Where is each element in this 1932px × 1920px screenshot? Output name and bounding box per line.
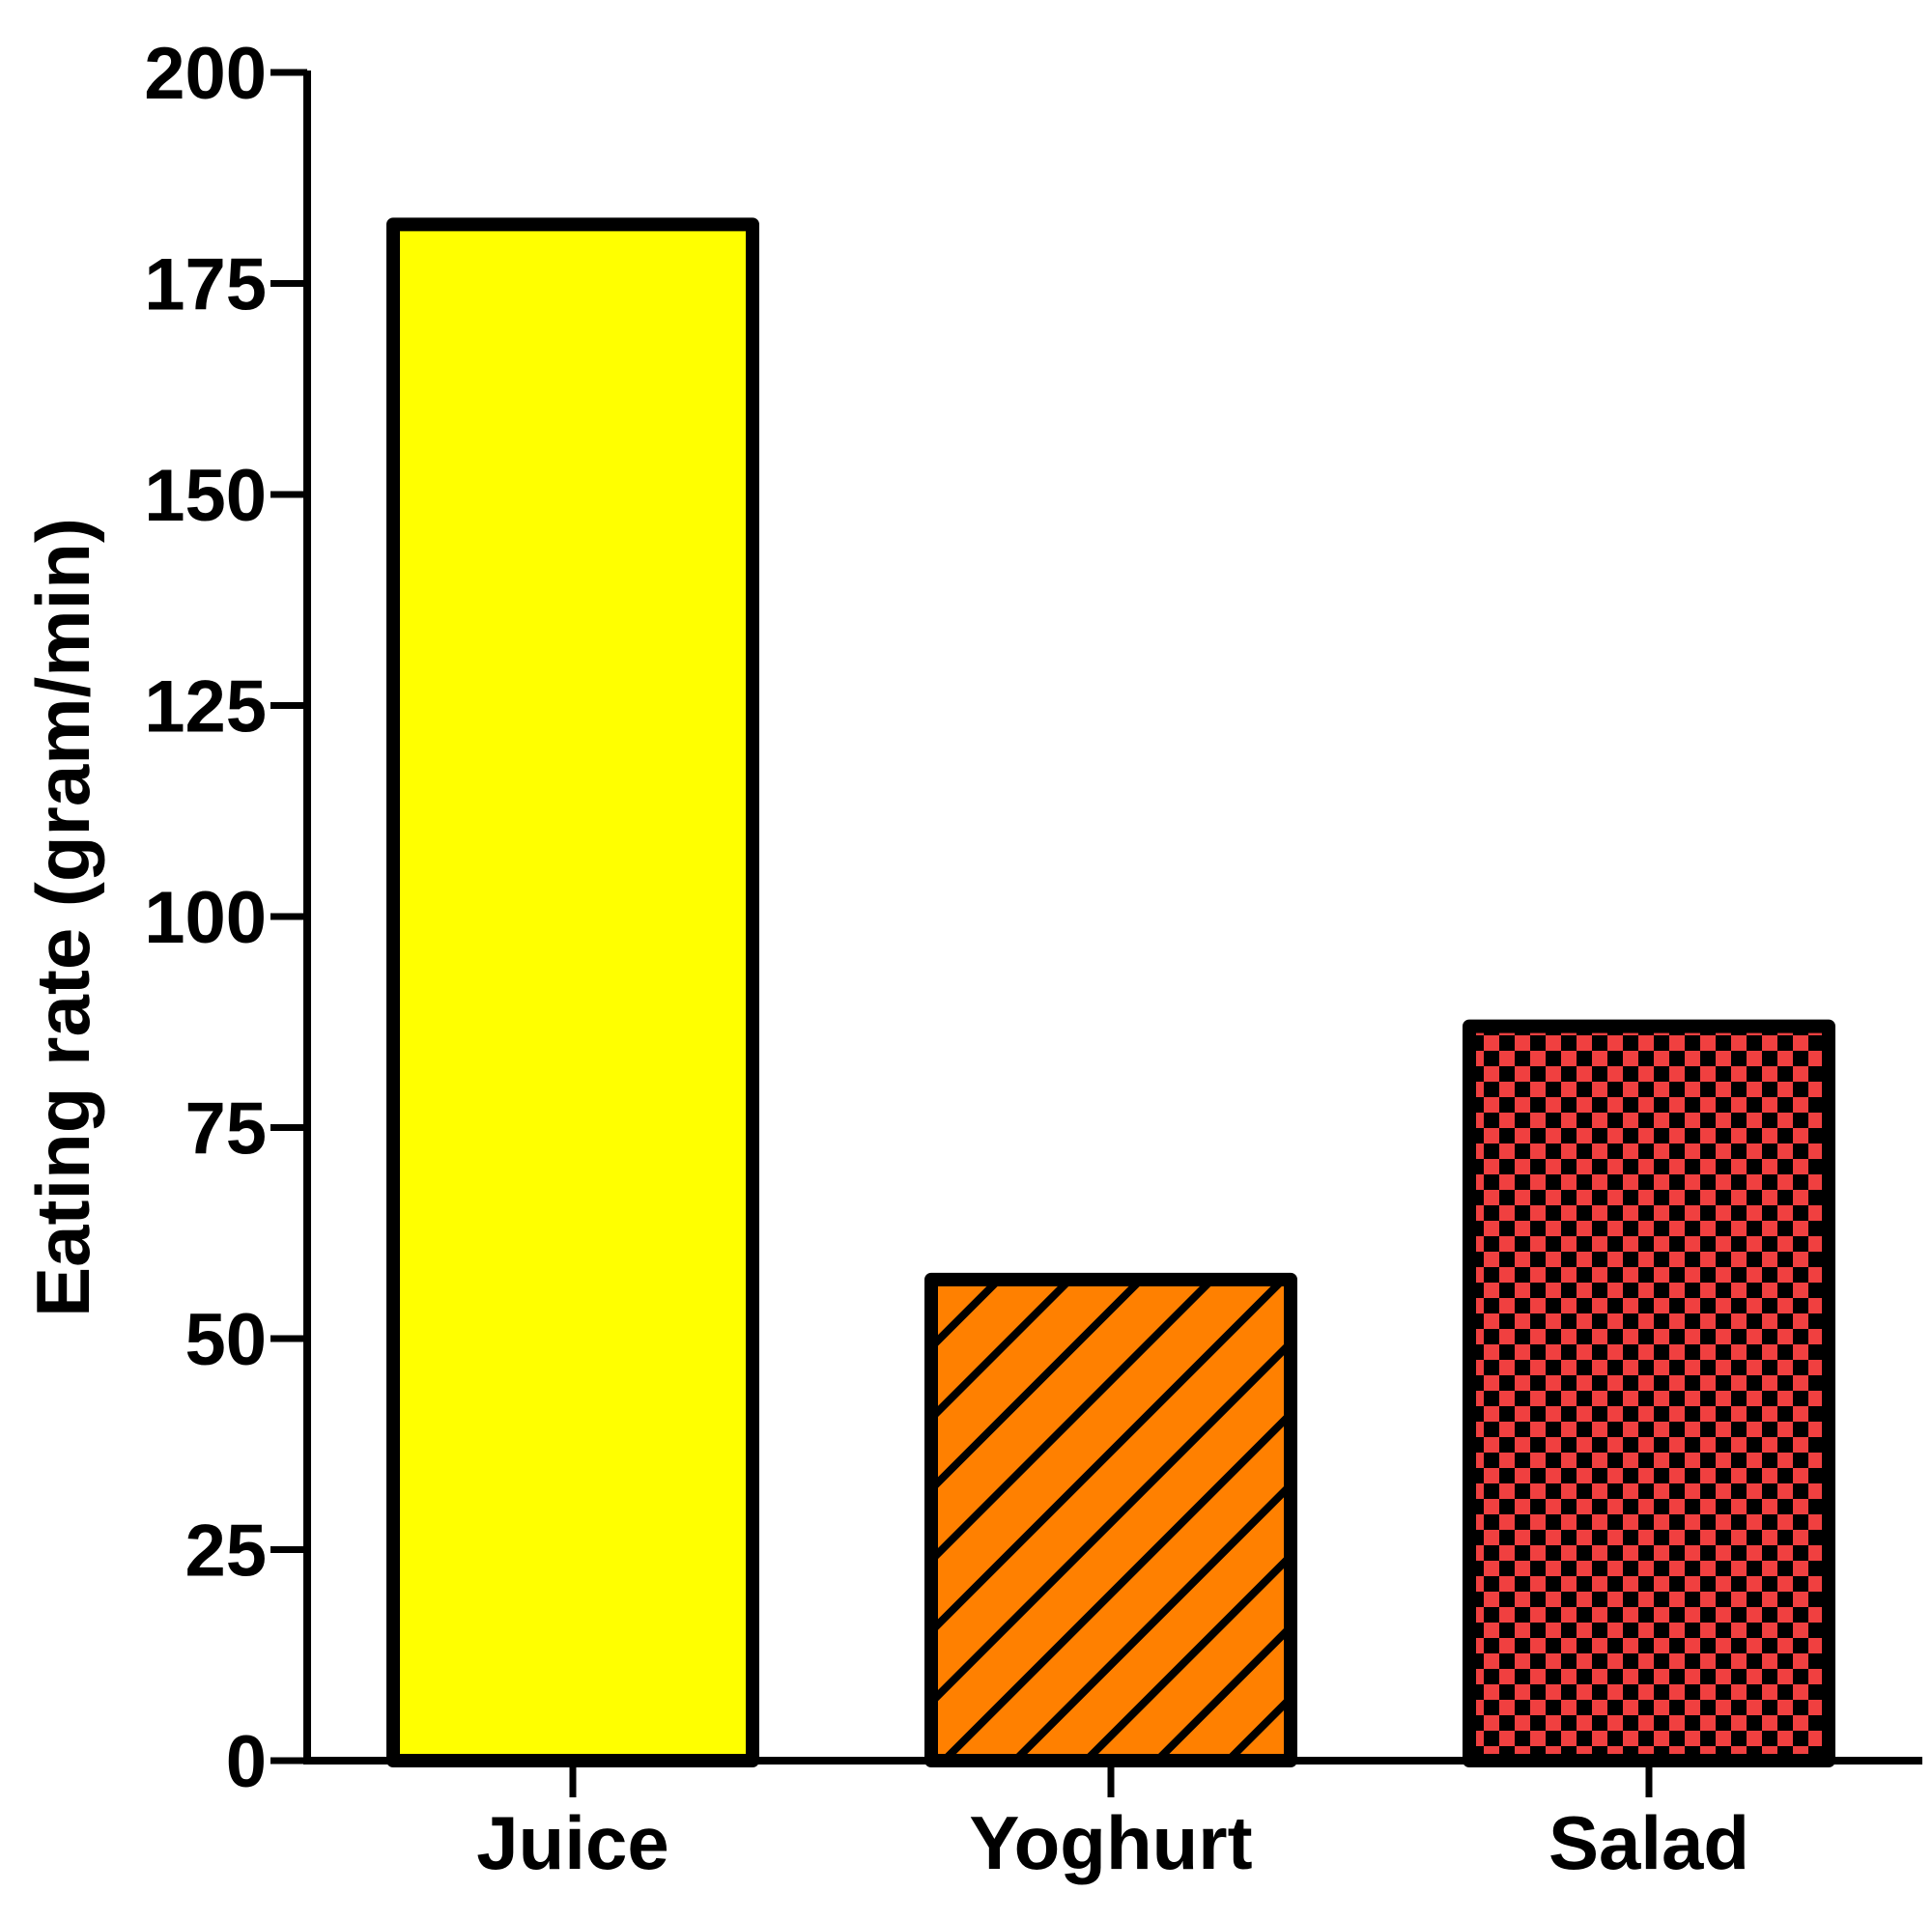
y-tick-label: 150 (144, 455, 267, 537)
y-tick-label: 75 (185, 1088, 267, 1171)
bar-salad (1463, 1019, 1835, 1767)
bar-juice (386, 217, 759, 1768)
x-ticks-layer: Juice Yoghurt Salad (476, 1761, 1749, 1885)
y-tick-label: 175 (144, 244, 267, 326)
y-tick-label: 125 (144, 666, 267, 748)
bars-layer (386, 217, 1835, 1768)
y-tick-label: 100 (144, 877, 267, 959)
x-tick-label-juice: Juice (476, 1800, 668, 1885)
y-tick-label: 0 (226, 1721, 267, 1803)
y-ticks-layer: 0 25 50 75 100 125 150 175 200 (144, 33, 307, 1803)
bar-yoghurt (924, 1272, 1297, 1767)
x-tick-label-salad: Salad (1548, 1800, 1749, 1885)
y-axis-label: Eating rate (gram/min) (20, 518, 105, 1317)
x-tick-label-yoghurt: Yoghurt (969, 1800, 1252, 1885)
y-tick-label: 200 (144, 33, 267, 115)
y-tick-label: 50 (185, 1299, 267, 1381)
y-tick-label: 25 (185, 1511, 267, 1593)
